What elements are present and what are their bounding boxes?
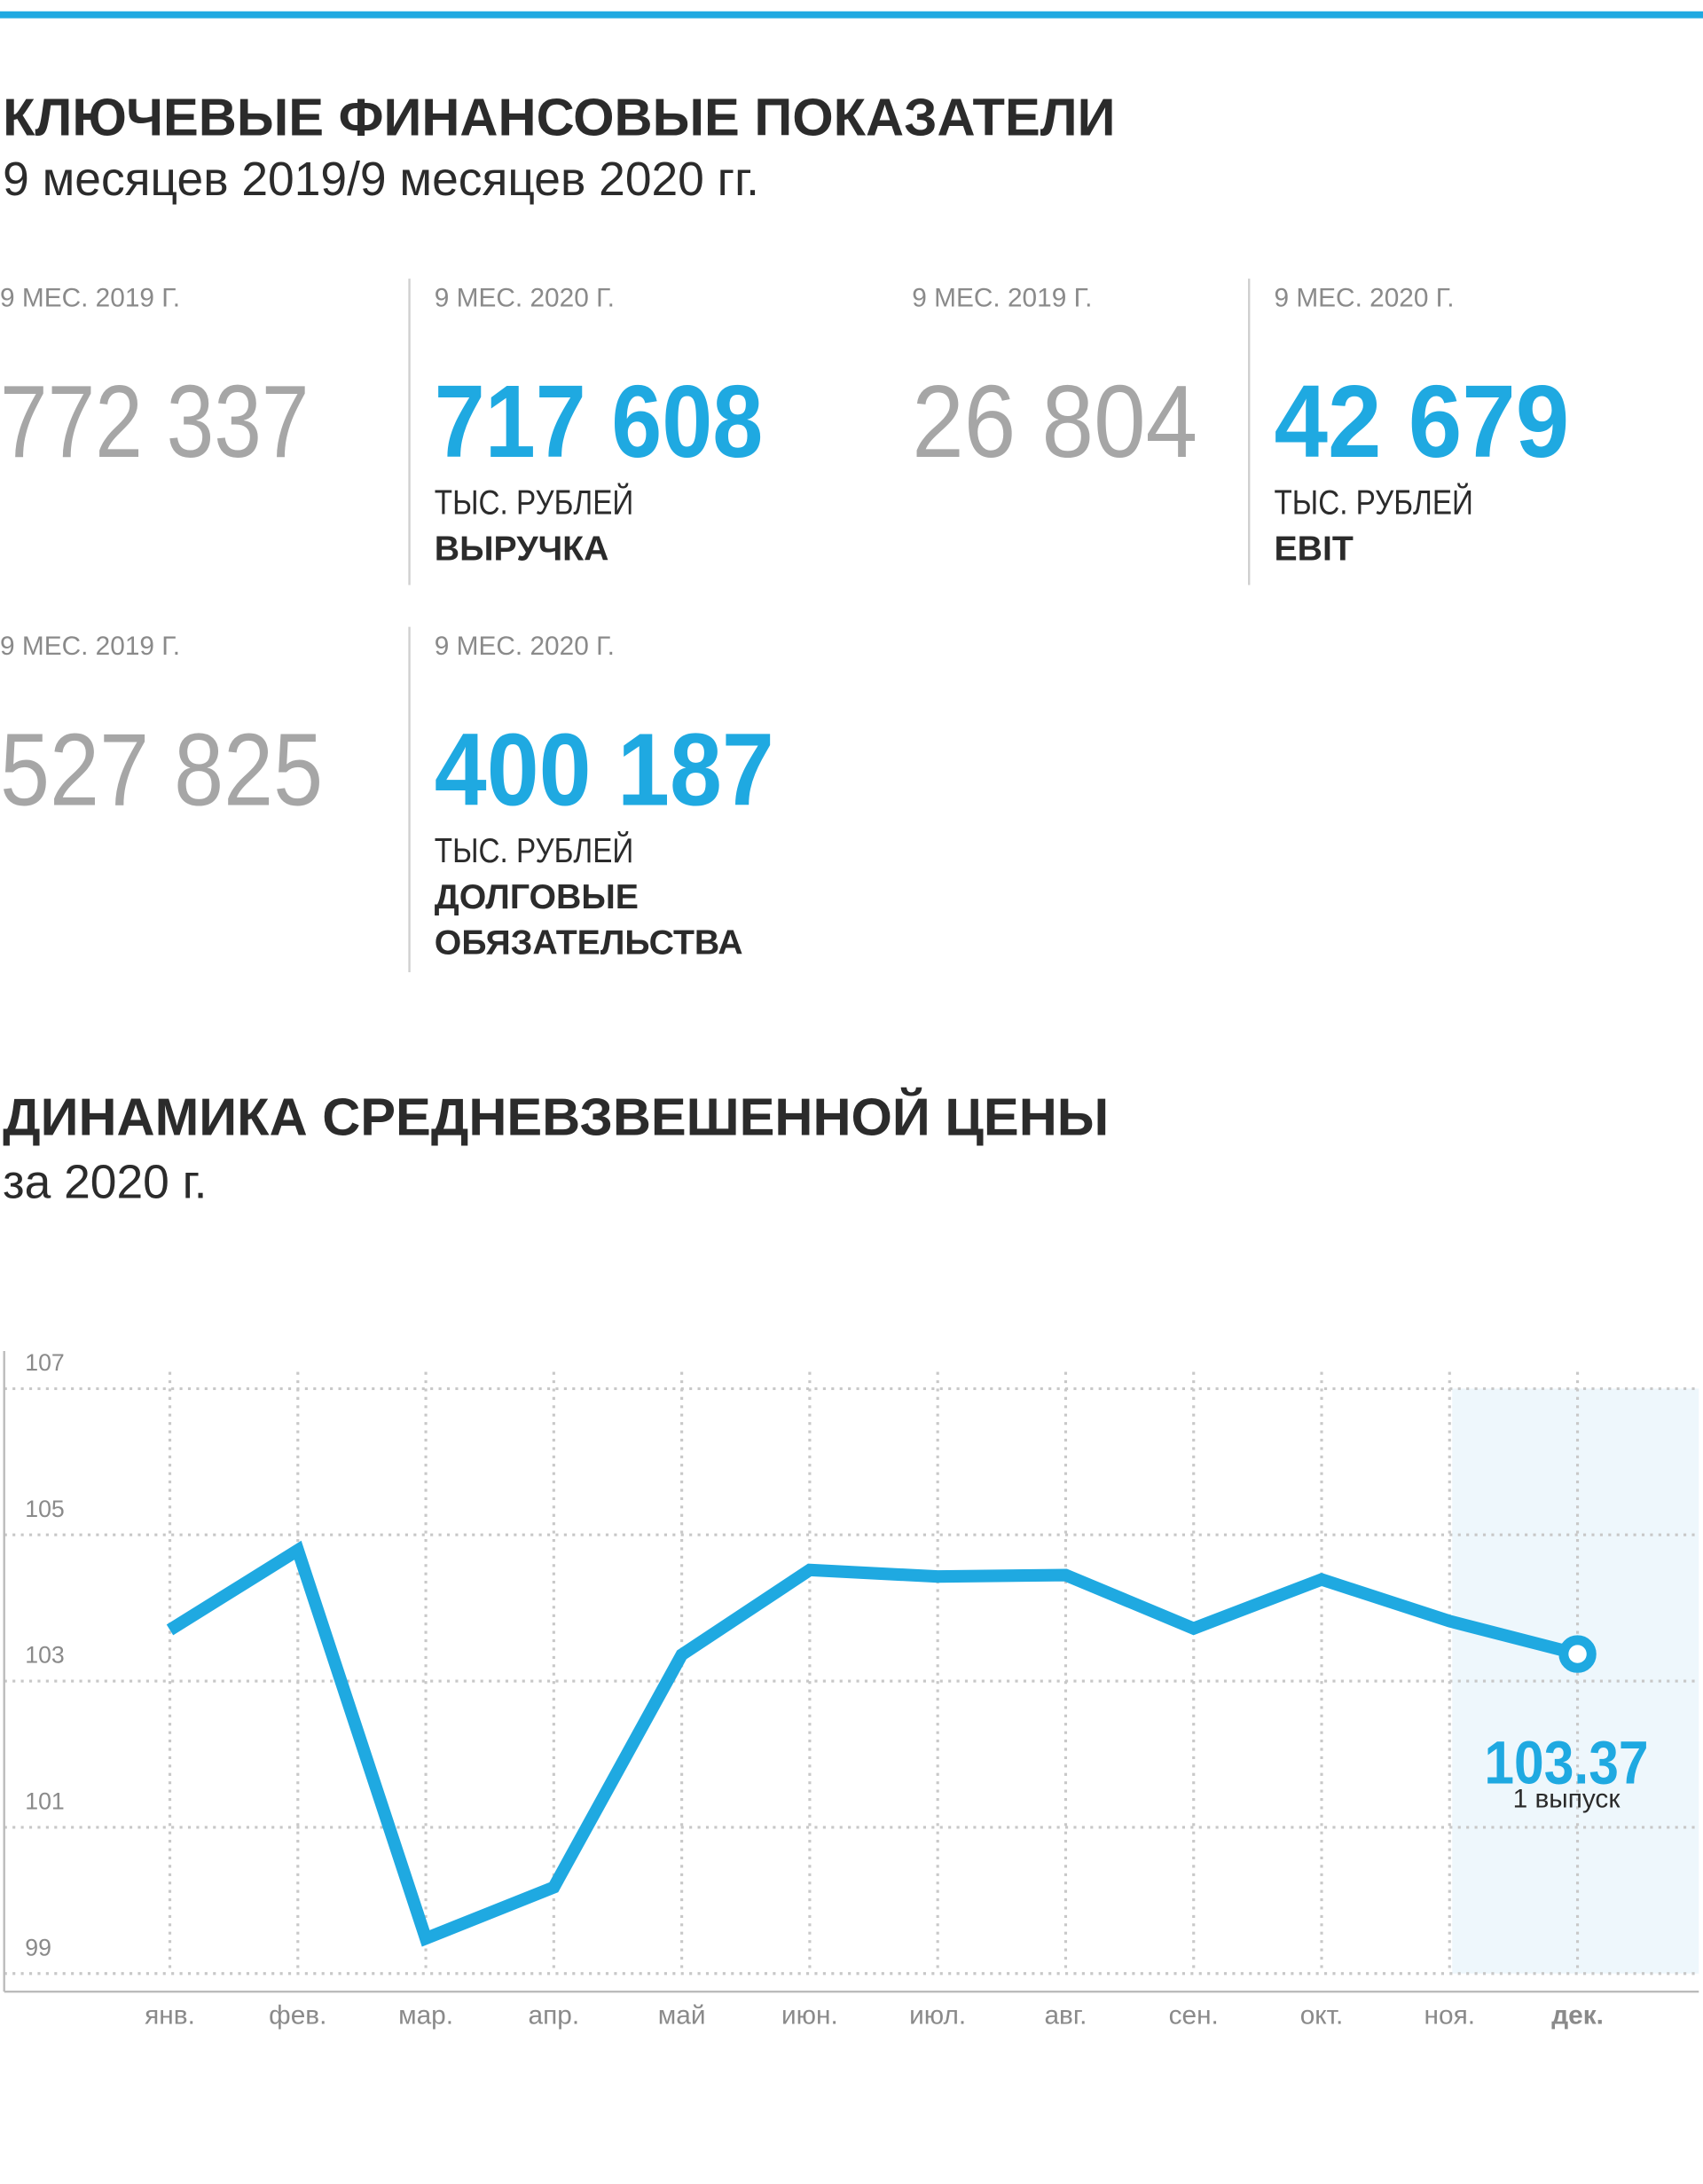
unit: ТЫС. РУБЛЕЙ: [1274, 482, 1472, 522]
title: КЛЮЧЕВЫЕ ФИНАНСОВЫЕ ПОКАЗАТЕЛИ: [3, 87, 1115, 146]
x-tick-label: июн.: [781, 2000, 838, 2030]
prev-label: 9 МЕС. 2019 Г.: [912, 284, 1092, 313]
top-bar: [0, 11, 1703, 19]
x-tick-label: июл.: [909, 2000, 966, 2030]
x-tick-label: окт.: [1300, 2000, 1344, 2030]
curr-label: 9 МЕС. 2020 Г.: [435, 632, 615, 661]
x-tick-label: дек.: [1551, 2000, 1604, 2030]
x-tick-label: мар.: [398, 2000, 453, 2030]
curr-label: 9 МЕС. 2020 Г.: [435, 284, 615, 313]
end-marker: [1558, 1635, 1597, 1673]
y-tick-label: 103: [25, 1642, 65, 1669]
kpi-name: ВЫРУЧКА: [435, 529, 609, 568]
value-label: 103.37: [1484, 1728, 1648, 1797]
prev-label: 9 МЕС. 2019 Г.: [0, 632, 180, 661]
prev-value: 527 825: [0, 712, 323, 828]
y-tick-label: 107: [25, 1349, 65, 1376]
x-tick-label: авг.: [1044, 2000, 1087, 2030]
x-tick-label: апр.: [529, 2000, 580, 2030]
x-tick-label: янв.: [145, 2000, 195, 2030]
curr-value: 717 608: [435, 364, 763, 479]
annotation: 1 выпуск: [1513, 1784, 1621, 1813]
prev-label: 9 МЕС. 2019 Г.: [0, 284, 180, 313]
x-tick-label: май: [658, 2000, 706, 2030]
curr-value: 42 679: [1274, 364, 1569, 479]
prev-value: 26 804: [912, 364, 1197, 479]
line: [166, 1540, 1580, 1947]
x-tick-label: сен.: [1169, 2000, 1219, 2030]
chart: 99 101 103 105 107 янв. фев. мар. апр. май июн. июл…: [3, 1349, 1699, 2030]
unit: ТЫС. РУБЛЕЙ: [435, 830, 633, 870]
curr-label: 9 МЕС. 2020 Г.: [1274, 284, 1454, 313]
chart-subtitle: за 2020 г.: [3, 1156, 207, 1208]
x-tick-label: ноя.: [1424, 2000, 1475, 2030]
kpi-name: ДОЛГОВЫЕ: [435, 877, 639, 916]
y-tick-label: 99: [25, 1934, 51, 1960]
prev-value: 772 337: [0, 364, 310, 479]
unit: ТЫС. РУБЛЕЙ: [435, 482, 633, 522]
kpi-name: EBIT: [1274, 529, 1353, 568]
y-tick-label: 105: [25, 1496, 65, 1522]
curr-value: 400 187: [435, 712, 774, 828]
subtitle: 9 месяцев 2019/9 месяцев 2020 гг.: [3, 153, 759, 206]
kpi-grid: 9 МЕС. 2019 Г. 772 337 9 МЕС. 2020 Г. 717 6…: [0, 279, 1569, 972]
chart-title: ДИНАМИКА СРЕДНЕВЗВЕШЕННОЙ ЦЕНЫ: [3, 1088, 1109, 1147]
x-tick-label: фев.: [269, 2000, 326, 2030]
kpi-name: ОБЯЗАТЕЛЬСТВА: [435, 923, 743, 962]
y-tick-label: 101: [25, 1788, 65, 1815]
